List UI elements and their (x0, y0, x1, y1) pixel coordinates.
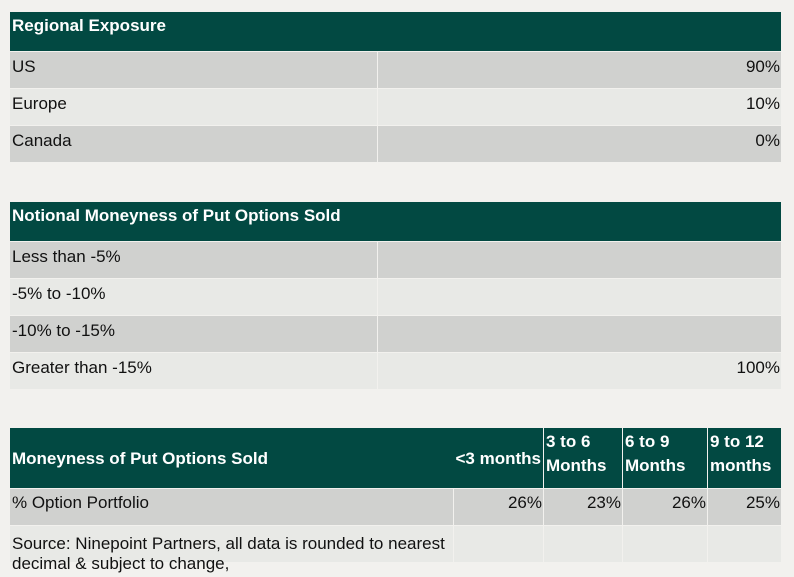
regional-exposure-title: Regional Exposure (10, 12, 781, 51)
maturity-moneyness-table: Moneyness of Put Options Sold <3 months … (10, 428, 781, 573)
table-header-row: Moneyness of Put Options Sold <3 months … (10, 428, 781, 488)
source-note: Source: Ninepoint Partners, all data is … (12, 534, 445, 573)
column-header: 9 to 12 months (707, 428, 781, 488)
row-value (378, 242, 781, 278)
table-row: Europe 10% (10, 88, 781, 125)
cell-value: 25% (707, 489, 781, 525)
notional-moneyness-table: Notional Moneyness of Put Options Sold L… (10, 202, 781, 389)
row-label: Greater than -15% (10, 353, 378, 389)
maturity-title: Moneyness of Put Options Sold (12, 449, 268, 468)
row-label: Europe (10, 89, 378, 125)
table-row: -5% to -10% (10, 278, 781, 315)
empty-cell (543, 526, 622, 562)
table-row: -10% to -15% (10, 315, 781, 352)
table-row: % Option Portfolio 26% 23% 26% 25% (10, 488, 781, 525)
empty-cell (707, 526, 781, 562)
row-label: % Option Portfolio (12, 493, 150, 512)
row-value (378, 279, 781, 315)
row-value: 0% (755, 131, 780, 150)
row-label: Less than -5% (10, 242, 378, 278)
row-value: 100% (736, 358, 780, 377)
row-value: 10% (745, 94, 780, 113)
table-row: Canada 0% (10, 125, 781, 162)
cell-value: 26% (622, 489, 707, 525)
row-label: -10% to -15% (10, 316, 378, 352)
column-header: 6 to 9 Months (622, 428, 707, 488)
empty-cell (453, 526, 543, 562)
notional-moneyness-title: Notional Moneyness of Put Options Sold (10, 202, 781, 241)
table-row: US 90% (10, 51, 781, 88)
row-label: Canada (10, 126, 378, 162)
row-label: -5% to -10% (10, 279, 378, 315)
column-header: 3 to 6 Months (543, 428, 622, 488)
cell-value: 23% (543, 489, 622, 525)
cell-value: 26% (453, 489, 543, 525)
row-value: 90% (745, 57, 780, 76)
column-header: <3 months (455, 449, 542, 468)
row-label: US (10, 52, 378, 88)
empty-cell (622, 526, 707, 562)
regional-exposure-table: Regional Exposure US 90% Europe 10% Cana… (10, 12, 781, 162)
row-value (378, 316, 781, 352)
table-row: Source: Ninepoint Partners, all data is … (10, 525, 781, 573)
table-row: Greater than -15% 100% (10, 352, 781, 389)
table-row: Less than -5% (10, 241, 781, 278)
